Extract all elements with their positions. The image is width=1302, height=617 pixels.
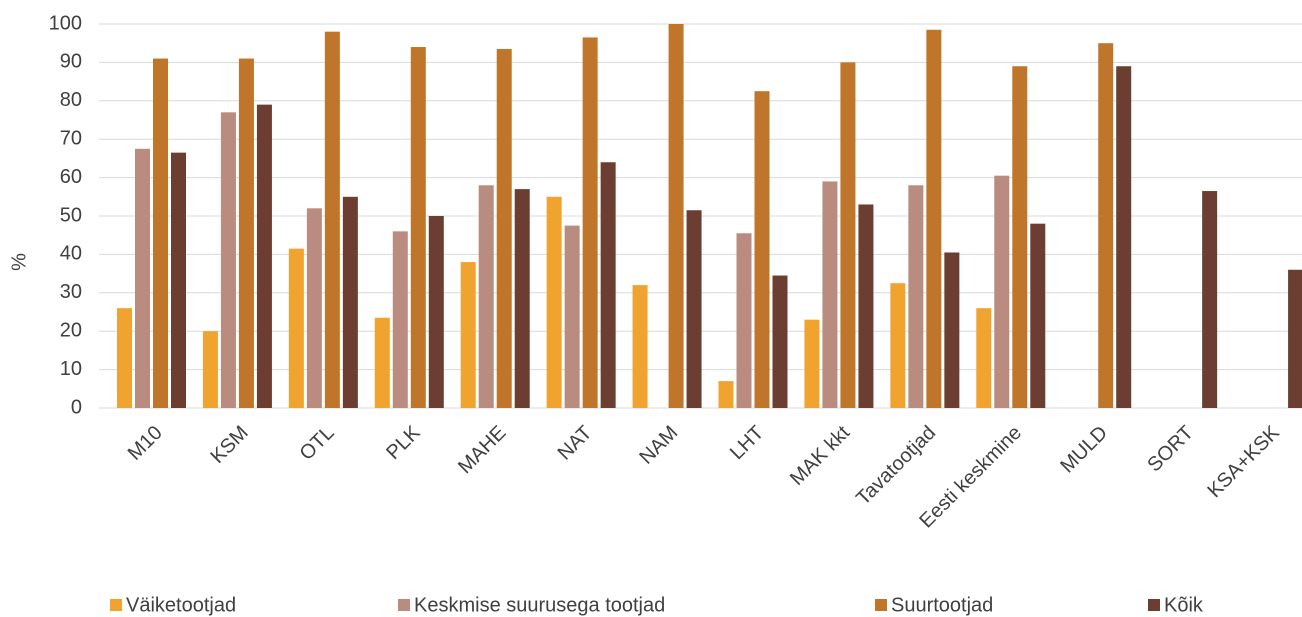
bar <box>858 204 874 408</box>
x-tick-label: NAT <box>554 422 597 465</box>
legend-label: Suurtootjad <box>891 594 993 616</box>
bar <box>600 162 616 408</box>
bar <box>153 58 168 409</box>
bar <box>890 283 906 408</box>
y-tick-label: 80 <box>60 89 82 111</box>
x-tick-label: MULD <box>1056 422 1112 478</box>
y-tick-label: 50 <box>60 204 82 226</box>
legend-swatch <box>1148 599 1160 611</box>
bar <box>1202 191 1218 408</box>
x-tick-label: PLK <box>382 421 425 464</box>
y-tick-label: 20 <box>60 319 82 341</box>
x-tick-label: KSM <box>206 422 252 468</box>
x-tick-label: KSA+KSK <box>1203 421 1284 502</box>
bar <box>804 319 820 408</box>
bar <box>822 181 838 408</box>
x-tick-label: OTL <box>296 422 339 465</box>
bar <box>686 210 702 408</box>
bar <box>772 275 788 408</box>
bar <box>256 104 272 408</box>
bar <box>976 308 992 408</box>
x-tick-label: MAK kkt <box>786 421 855 490</box>
bar <box>342 196 358 408</box>
legend-swatch <box>875 599 887 611</box>
bar <box>117 308 132 408</box>
y-tick-label: 0 <box>71 396 82 418</box>
bar <box>718 381 734 408</box>
bar <box>944 252 960 408</box>
bar <box>306 208 322 408</box>
bar <box>926 29 942 408</box>
y-tick-label: 30 <box>60 281 82 303</box>
x-tick-label: M10 <box>124 422 167 465</box>
y-tick-label: 60 <box>60 166 82 188</box>
y-axis-label: % <box>8 253 30 271</box>
bar <box>564 225 580 408</box>
bar <box>1288 269 1302 408</box>
bar <box>514 189 530 408</box>
bar <box>288 248 304 408</box>
y-tick-label: 40 <box>60 243 82 265</box>
bar <box>632 285 648 408</box>
bar <box>908 185 924 408</box>
bar <box>546 196 562 408</box>
bar <box>392 231 408 408</box>
y-tick-label: 10 <box>60 358 82 380</box>
legend-swatch <box>398 599 410 611</box>
bar <box>1030 223 1046 408</box>
bar <box>324 31 340 409</box>
legend-label: Keskmise suurusega tootjad <box>414 594 665 616</box>
bar <box>1116 66 1132 409</box>
bar <box>1098 43 1114 408</box>
x-tick-label: SORT <box>1143 422 1198 477</box>
bar <box>994 175 1010 408</box>
x-tick-label: MAHE <box>454 422 510 478</box>
bar <box>736 233 752 408</box>
bar <box>428 216 444 408</box>
bar <box>171 152 186 408</box>
legend-swatch <box>110 599 122 611</box>
bar <box>220 112 236 408</box>
bar <box>478 185 494 408</box>
bar <box>668 24 684 408</box>
legend-label: Kõik <box>1164 594 1204 616</box>
bar <box>135 148 150 409</box>
bar <box>410 47 426 408</box>
x-tick-label: LHT <box>726 422 768 464</box>
y-tick-label: 90 <box>60 51 82 73</box>
bar <box>1012 66 1028 409</box>
bar <box>840 62 856 409</box>
x-tick-label: NAM <box>635 422 682 469</box>
y-tick-label: 100 <box>49 12 82 34</box>
bar <box>496 48 512 409</box>
bar <box>582 37 598 408</box>
bar <box>754 91 770 408</box>
bar <box>460 262 476 408</box>
x-tick-label: Tavatootjad <box>852 422 940 510</box>
bar <box>202 331 218 408</box>
legend-label: Väiketootjad <box>126 594 236 616</box>
bar <box>374 317 390 408</box>
y-tick-label: 70 <box>60 127 82 149</box>
bar <box>238 58 254 409</box>
